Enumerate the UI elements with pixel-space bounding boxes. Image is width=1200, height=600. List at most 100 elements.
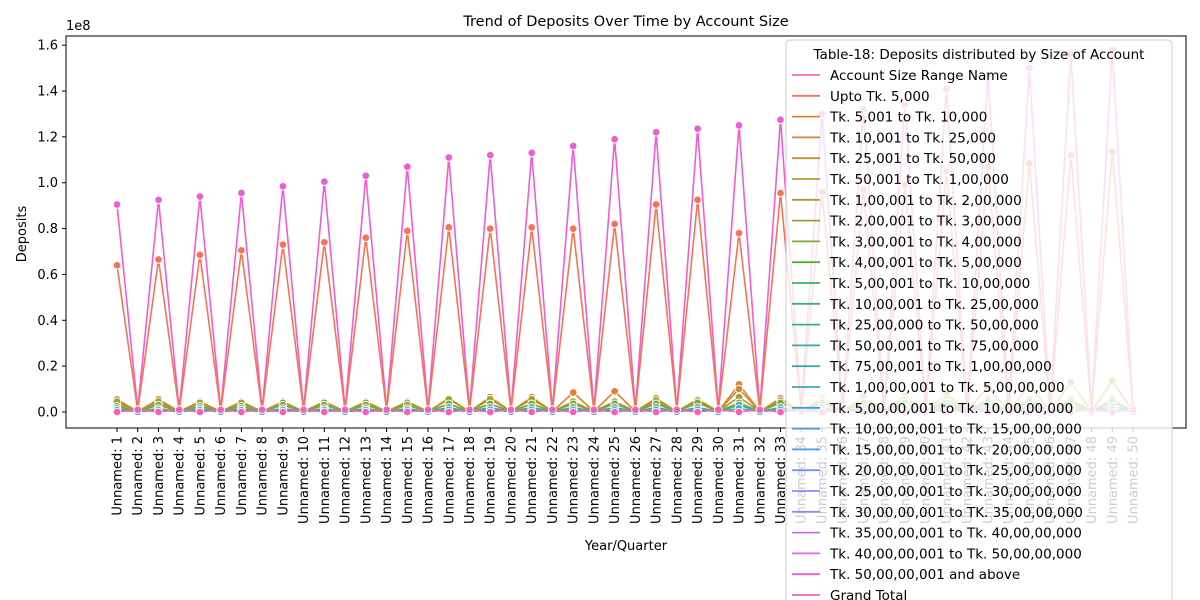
data-point [361,233,371,242]
legend-label: Tk. 10,00,001 to Tk. 25,00,000 [829,297,1039,313]
data-point [154,407,163,417]
legend-entry: Tk. 75,00,001 to Tk. 1,00,00,000 [792,359,1052,375]
chart-title: Trend of Deposits Over Time by Account S… [462,14,788,30]
data-point [776,115,785,124]
data-point [568,141,578,151]
y-tick-label: 0.6 [37,268,58,283]
legend-label: Tk. 10,00,00,001 to Tk. 15,00,00,000 [829,422,1082,438]
legend-entry: Tk. 1,00,00,001 to Tk. 5,00,00,000 [792,380,1065,396]
data-point [734,407,744,417]
legend-entry: Tk. 20,00,00,001 to Tk. 25,00,00,000 [792,463,1082,479]
legend-label: Tk. 25,00,00,001 to Tk. 30,00,00,000 [829,484,1082,500]
data-point [278,181,288,191]
y-tick-label: 0.0 [37,405,58,420]
x-tick-label: Unnamed: 19 [484,436,499,524]
legend-entry: Tk. 2,00,001 to Tk. 3,00,000 [792,214,1022,230]
legend-entry: Tk. 4,00,001 to Tk. 5,00,000 [792,255,1022,271]
legend-entry: Tk. 5,00,001 to Tk. 10,00,000 [792,276,1030,292]
data-point [361,171,371,181]
data-point [610,387,619,396]
data-point [237,407,246,417]
data-point [278,240,288,249]
data-point [734,228,744,238]
data-point [403,226,412,236]
x-tick-label: Unnamed: 18 [463,436,478,524]
data-point [340,405,350,414]
legend-entry: Tk. 25,00,000 to Tk. 50,00,000 [792,318,1039,334]
x-tick-label: Unnamed: 17 [442,436,457,524]
x-tick-label: Unnamed: 1 [111,436,126,516]
x-tick-label: Unnamed: 2 [131,436,146,516]
data-point [631,405,640,414]
data-point [506,405,516,414]
data-point [154,255,163,264]
x-tick-label: Unnamed: 27 [650,436,665,524]
data-point [195,407,205,417]
x-tick-label: Unnamed: 30 [712,436,727,524]
data-point [403,162,412,171]
legend-entry: Tk. 10,00,00,001 to Tk. 15,00,00,000 [792,422,1082,438]
legend-label: Tk. 50,00,00,001 and above [829,567,1020,583]
x-tick-label: Unnamed: 8 [256,436,271,516]
legend-entry: Tk. 10,001 to Tk. 25,000 [792,130,996,146]
data-point [174,405,184,414]
y-tick-label: 0.2 [37,360,58,375]
x-tick-label: Unnamed: 32 [753,436,768,524]
legend-label: Tk. 20,00,00,001 to Tk. 25,00,00,000 [829,463,1082,479]
data-point [320,238,329,247]
data-point [423,405,433,414]
legend-entry: Tk. 50,00,001 to Tk. 75,00,000 [792,338,1039,354]
data-point [672,405,682,414]
data-point [112,260,122,270]
data-point [278,407,288,417]
x-tick-label: Unnamed: 14 [380,436,395,524]
data-point [651,407,661,417]
data-point [403,407,412,417]
legend-label: Tk. 5,00,00,001 to Tk. 10,00,00,000 [829,401,1073,417]
legend-entry: Tk. 5,001 to Tk. 10,000 [792,110,987,126]
x-tick-label: Unnamed: 4 [173,436,188,516]
data-point [444,153,454,162]
x-tick-label: Unnamed: 12 [339,436,354,524]
legend: Table-18: Deposits distributed by Size o… [785,39,1173,600]
legend-entry: Tk. 35,00,00,001 to Tk. 40,00,00,000 [792,526,1082,542]
x-tick-label: Unnamed: 15 [401,436,416,524]
data-point [734,384,744,394]
legend-entry: Tk. 10,00,001 to Tk. 25,00,000 [792,297,1039,313]
data-point [714,405,723,414]
data-point [112,200,122,209]
data-point [361,407,371,417]
x-tick-label: Unnamed: 31 [733,436,748,524]
data-point [195,250,205,260]
x-tick-label: Unnamed: 22 [546,436,561,524]
x-tick-label: Unnamed: 13 [359,436,374,524]
legend-label: Tk. 5,00,001 to Tk. 10,00,000 [829,276,1030,292]
data-point [216,405,225,414]
data-point [444,223,454,232]
legend-entry: Tk. 40,00,00,001 to Tk. 50,00,00,000 [792,546,1082,562]
legend-label: Tk. 5,001 to Tk. 10,000 [829,110,987,126]
legend-label: Tk. 50,00,001 to Tk. 75,00,000 [829,338,1039,354]
legend-label: Tk. 2,00,001 to Tk. 3,00,000 [829,214,1022,230]
legend-entry: Tk. 25,001 to Tk. 50,000 [792,151,996,167]
y-tick-label: 1.0 [37,176,58,191]
legend-label: Tk. 75,00,001 to Tk. 1,00,00,000 [829,359,1052,375]
plot-frame [65,35,1187,429]
data-point [568,388,578,397]
data-point [444,407,454,417]
legend-label: Tk. 50,001 to Tk. 1,00,000 [829,172,1009,188]
data-point [610,219,619,229]
data-point [610,407,619,417]
data-point [568,224,578,233]
data-point [382,405,391,414]
data-point [610,134,619,144]
data-point [776,407,785,417]
y-tick-label: 1.2 [37,130,58,145]
legend-entry: Tk. 30,00,00,001 to TK. 35,00,00,000 [792,505,1083,521]
data-point [112,407,122,417]
x-tick-label: Unnamed: 16 [422,436,437,524]
x-tick-label: Unnamed: 26 [629,436,644,524]
legend-title: Table-18: Deposits distributed by Size o… [813,47,1145,63]
data-point [133,405,142,414]
legend-box [785,39,1173,600]
